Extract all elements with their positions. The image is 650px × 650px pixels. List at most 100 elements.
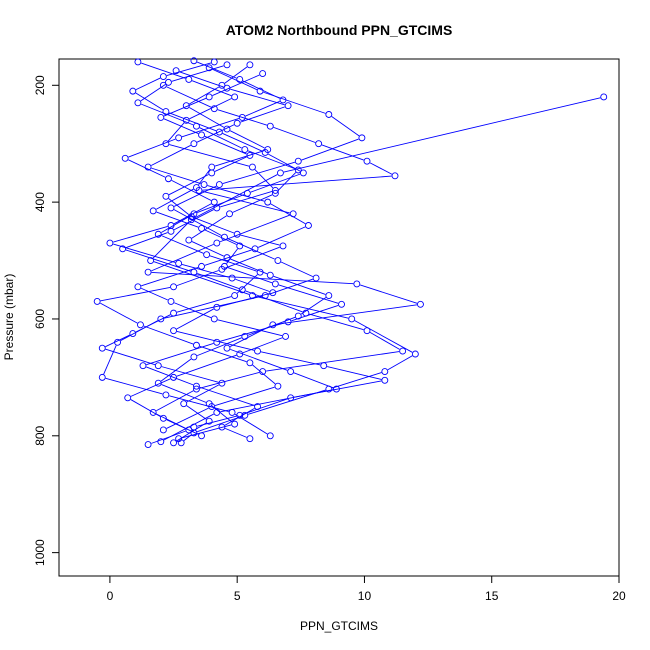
- data-point: [299, 169, 307, 177]
- x-tick-label: 5: [234, 589, 241, 603]
- data-point: [165, 78, 172, 86]
- data-point: [325, 385, 333, 393]
- data-point: [213, 408, 221, 416]
- series-segment: [153, 261, 250, 295]
- data-point: [238, 286, 246, 294]
- data-point: [279, 242, 287, 250]
- data-point: [165, 175, 172, 183]
- data-point: [223, 61, 231, 69]
- data-point: [167, 222, 175, 229]
- data-point: [246, 151, 254, 159]
- data-point: [246, 435, 254, 443]
- data-point: [287, 394, 295, 402]
- data-point: [218, 379, 226, 387]
- data-point: [218, 423, 226, 431]
- series-segment: [194, 174, 278, 219]
- data-point: [282, 333, 289, 340]
- data-point: [185, 426, 193, 434]
- series-segment: [198, 169, 210, 185]
- y-tick-label: 1000: [33, 539, 47, 566]
- series-segment: [135, 77, 161, 91]
- series-segment: [224, 427, 247, 438]
- series-segment: [332, 372, 382, 389]
- series-segment: [181, 118, 240, 138]
- data-point: [119, 245, 127, 253]
- series-segment: [105, 348, 156, 366]
- data-point: [236, 75, 244, 83]
- data-point: [246, 359, 254, 367]
- series-segment: [199, 127, 242, 149]
- series-segment: [135, 92, 164, 111]
- data-point: [228, 408, 236, 416]
- data-point: [106, 239, 114, 247]
- series-segment: [321, 144, 364, 161]
- x-tick-label: 20: [612, 589, 626, 603]
- series-segment: [217, 109, 268, 126]
- data-point: [353, 280, 361, 288]
- data-point: [205, 417, 213, 425]
- data-point: [325, 292, 333, 300]
- series-segment: [197, 416, 242, 433]
- data-point: [170, 373, 177, 381]
- data-point: [144, 268, 152, 276]
- data-point: [185, 236, 193, 244]
- series-segment: [204, 135, 247, 155]
- data-point: [162, 192, 170, 200]
- series-segment: [227, 238, 275, 260]
- data-point: [218, 81, 226, 89]
- series-segment: [230, 258, 268, 275]
- series-segment: [181, 424, 232, 439]
- series-segment: [219, 214, 291, 243]
- series-segment: [163, 118, 199, 134]
- y-tick-label: 800: [33, 425, 47, 445]
- data-point: [93, 297, 101, 305]
- series-segment: [173, 185, 217, 207]
- data-point: [294, 166, 302, 174]
- series-segment: [151, 271, 354, 285]
- data-point: [170, 283, 177, 291]
- series-segment: [196, 124, 235, 143]
- series-segment: [199, 345, 247, 363]
- series-segment: [268, 153, 301, 172]
- series-segment: [168, 174, 209, 196]
- data-point: [246, 61, 254, 69]
- data-point: [315, 140, 323, 148]
- data-point: [213, 239, 221, 247]
- data-point: [348, 315, 356, 323]
- series-segment: [194, 217, 235, 234]
- series-segment: [240, 234, 280, 246]
- data-point: [149, 207, 157, 215]
- data-point: [157, 113, 165, 121]
- data-point: [213, 204, 221, 212]
- data-point: [208, 163, 216, 171]
- series-segment: [291, 305, 339, 322]
- data-point: [172, 67, 180, 75]
- data-point: [200, 181, 208, 189]
- data-point: [226, 210, 233, 218]
- data-point: [249, 163, 256, 171]
- data-point: [182, 102, 190, 110]
- series-segment: [143, 325, 194, 345]
- data-point: [236, 350, 244, 358]
- series-segment: [100, 287, 171, 302]
- x-axis-label: PPN_GTCIMS: [300, 619, 378, 633]
- data-point: [162, 108, 170, 116]
- data-point: [223, 84, 231, 92]
- series-segment: [125, 232, 168, 249]
- data-point: [223, 344, 231, 352]
- series-segment: [171, 65, 224, 82]
- series-segment: [220, 191, 273, 208]
- data-point: [134, 58, 142, 66]
- series-segment: [235, 278, 270, 292]
- series-segment: [161, 215, 192, 233]
- series-points: [93, 57, 608, 449]
- data-point: [137, 321, 144, 329]
- data-point: [162, 140, 170, 148]
- data-point: [210, 315, 218, 323]
- series-segment: [240, 106, 285, 123]
- series-segment: [103, 345, 117, 375]
- series-segment: [222, 161, 296, 185]
- series-segment: [113, 243, 176, 263]
- data-point: [180, 400, 188, 408]
- series-segment: [199, 371, 260, 389]
